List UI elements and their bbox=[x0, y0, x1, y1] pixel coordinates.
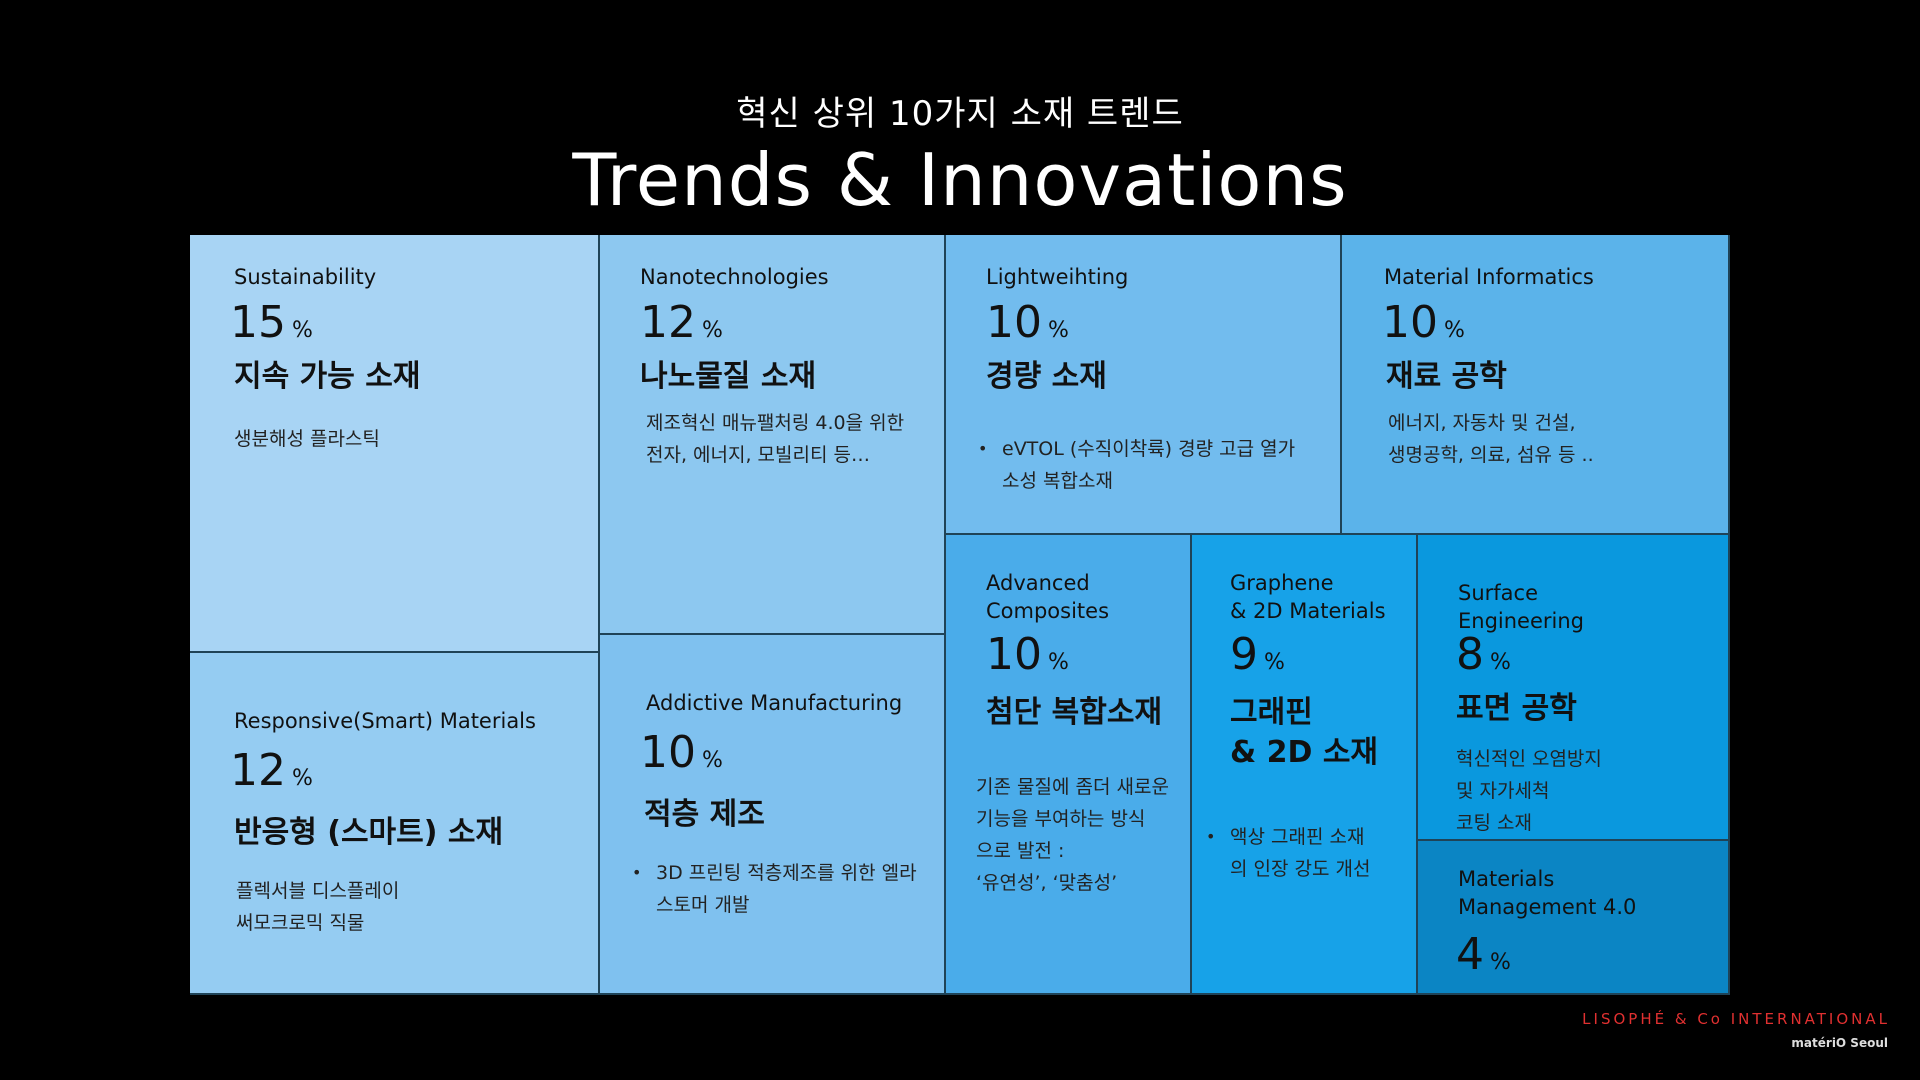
tile-percent-unit: % bbox=[1048, 318, 1069, 343]
tile-korean-title: 지속 가능 소재 bbox=[234, 359, 421, 394]
treemap-tile: Graphene & 2D Materials 9% 그래핀 & 2D 소재 • 액상 … bbox=[1192, 535, 1418, 995]
treemap-tile: Addictive Manufacturing 10% 적층 제조 • 3D 프린팅 적… bbox=[600, 635, 946, 995]
treemap-tile: Responsive(Smart) Materials 12% 반응형 (스마트) … bbox=[190, 653, 600, 995]
tile-description: • 액상 그래핀 소재 의 인장 강도 개선 bbox=[1204, 821, 1370, 885]
tile-description-text: 생분해성 플라스틱 bbox=[234, 428, 380, 450]
tile-percent-number: 12 bbox=[640, 297, 696, 348]
tile-percent-number: 4 bbox=[1456, 929, 1484, 980]
tile-percent-number: 12 bbox=[230, 745, 286, 796]
brand-subtext: matériO Seoul bbox=[1791, 1036, 1888, 1050]
tile-percent-unit: % bbox=[1490, 650, 1511, 675]
tile-description-text: eVTOL (수직이착륙) 경량 고급 열가 소성 복합소재 bbox=[1002, 438, 1296, 492]
tile-percent-number: 8 bbox=[1456, 629, 1484, 680]
tile-percent-value: 10% bbox=[640, 729, 723, 785]
tile-description: • 3D 프린팅 적층제조를 위한 엘라 스토머 개발 bbox=[630, 857, 917, 921]
tile-description: • eVTOL (수직이착륙) 경량 고급 열가 소성 복합소재 bbox=[976, 433, 1295, 497]
tile-description-text: 플렉서블 디스플레이 써모크로믹 직물 bbox=[236, 880, 400, 934]
tile-percent-value: 9% bbox=[1230, 631, 1285, 687]
tile-category-label: Nanotechnologies bbox=[640, 265, 829, 289]
tile-percent-unit: % bbox=[702, 748, 723, 773]
tile-percent-value: 10% bbox=[986, 631, 1069, 687]
tile-percent-unit: % bbox=[1444, 318, 1465, 343]
tile-percent-unit: % bbox=[292, 766, 313, 791]
chart-title: Trends & Innovations bbox=[572, 138, 1348, 222]
tile-percent-unit: % bbox=[1048, 650, 1069, 675]
tile-percent-unit: % bbox=[1490, 950, 1511, 975]
tile-percent-value: 10% bbox=[1382, 299, 1465, 355]
tile-description-text: 기존 물질에 좀더 새로운 기능을 부여하는 방식 으로 발전 : ‘유연성’,… bbox=[976, 776, 1169, 894]
tile-percent-number: 10 bbox=[640, 727, 696, 778]
tile-korean-title: 재료 공학 bbox=[1386, 359, 1507, 394]
tile-description-text: 제조혁신 매뉴팰처링 4.0을 위한 전자, 에너지, 모빌리티 등… bbox=[646, 412, 905, 466]
bullet-dot-icon: • bbox=[632, 863, 642, 882]
tile-percent-value: 4% bbox=[1456, 931, 1511, 987]
tile-category-label: Materials Management 4.0 bbox=[1458, 867, 1637, 919]
bullet-dot-icon: • bbox=[1206, 827, 1216, 846]
tile-percent-number: 9 bbox=[1230, 629, 1258, 680]
tile-percent-unit: % bbox=[702, 318, 723, 343]
tile-percent-number: 10 bbox=[986, 629, 1042, 680]
tile-category-label: Surface Engineering bbox=[1458, 581, 1584, 633]
tile-description: 제조혁신 매뉴팰처링 4.0을 위한 전자, 에너지, 모빌리티 등… bbox=[646, 407, 904, 471]
tile-category-label: Addictive Manufacturing bbox=[646, 691, 903, 715]
bullet-dot-icon: • bbox=[978, 439, 988, 458]
tile-category-label: Sustainability bbox=[234, 265, 377, 289]
tile-description: 기존 물질에 좀더 새로운 기능을 부여하는 방식 으로 발전 : ‘유연성’,… bbox=[976, 771, 1169, 899]
tile-percent-unit: % bbox=[1264, 650, 1285, 675]
tile-category-label: Advanced Composites bbox=[986, 571, 1110, 623]
chart-subtitle: 혁신 상위 10가지 소재 트렌드 bbox=[736, 94, 1184, 134]
tile-category-label: Material Informatics bbox=[1384, 265, 1594, 289]
tile-percent-number: 15 bbox=[230, 297, 286, 348]
tile-percent-number: 10 bbox=[986, 297, 1042, 348]
tile-korean-title: 표면 공학 bbox=[1456, 691, 1577, 726]
tile-description: 에너지, 자동차 및 건설, 생명공학, 의료, 섬유 등 .. bbox=[1388, 407, 1594, 471]
tile-percent-value: 15% bbox=[230, 299, 313, 355]
tile-description-text: 혁신적인 오염방지 및 자가세척 코팅 소재 bbox=[1456, 748, 1602, 834]
tile-korean-title: 나노물질 소재 bbox=[640, 359, 817, 394]
treemap-tile: Materials Management 4.0 4% bbox=[1418, 841, 1730, 995]
tile-description-text: 액상 그래핀 소재 의 인장 강도 개선 bbox=[1230, 826, 1371, 880]
tile-description-text: 3D 프린팅 적층제조를 위한 엘라 스토머 개발 bbox=[656, 862, 917, 916]
tile-category-label: Lightweihting bbox=[986, 265, 1129, 289]
tile-percent-number: 10 bbox=[1382, 297, 1438, 348]
tile-description: 플렉서블 디스플레이 써모크로믹 직물 bbox=[236, 875, 399, 939]
tile-korean-title: 경량 소재 bbox=[986, 359, 1107, 394]
tile-korean-title: 반응형 (스마트) 소재 bbox=[234, 815, 504, 850]
tile-category-label: Responsive(Smart) Materials bbox=[234, 709, 536, 733]
tile-percent-unit: % bbox=[292, 318, 313, 343]
tile-category-label: Graphene & 2D Materials bbox=[1230, 571, 1386, 623]
brand-logo-text: LISOPHÉ & Co INTERNATIONAL bbox=[1582, 1010, 1890, 1028]
tile-description: 생분해성 플라스틱 bbox=[234, 423, 380, 455]
tile-korean-title: 첨단 복합소재 bbox=[986, 695, 1163, 730]
tile-percent-value: 10% bbox=[986, 299, 1069, 355]
tile-percent-value: 12% bbox=[230, 747, 313, 803]
tile-description: 혁신적인 오염방지 및 자가세척 코팅 소재 bbox=[1456, 743, 1602, 839]
treemap-tile: Lightweihting 10% 경량 소재 • eVTOL (수직이착륙) 경량 고… bbox=[946, 235, 1342, 535]
tile-korean-title: 그래핀 & 2D 소재 bbox=[1230, 695, 1379, 770]
tile-percent-value: 8% bbox=[1456, 631, 1511, 687]
tile-description-text: 에너지, 자동차 및 건설, 생명공학, 의료, 섬유 등 .. bbox=[1388, 412, 1594, 466]
tile-korean-title: 적층 제조 bbox=[644, 797, 765, 832]
tile-percent-value: 12% bbox=[640, 299, 723, 355]
